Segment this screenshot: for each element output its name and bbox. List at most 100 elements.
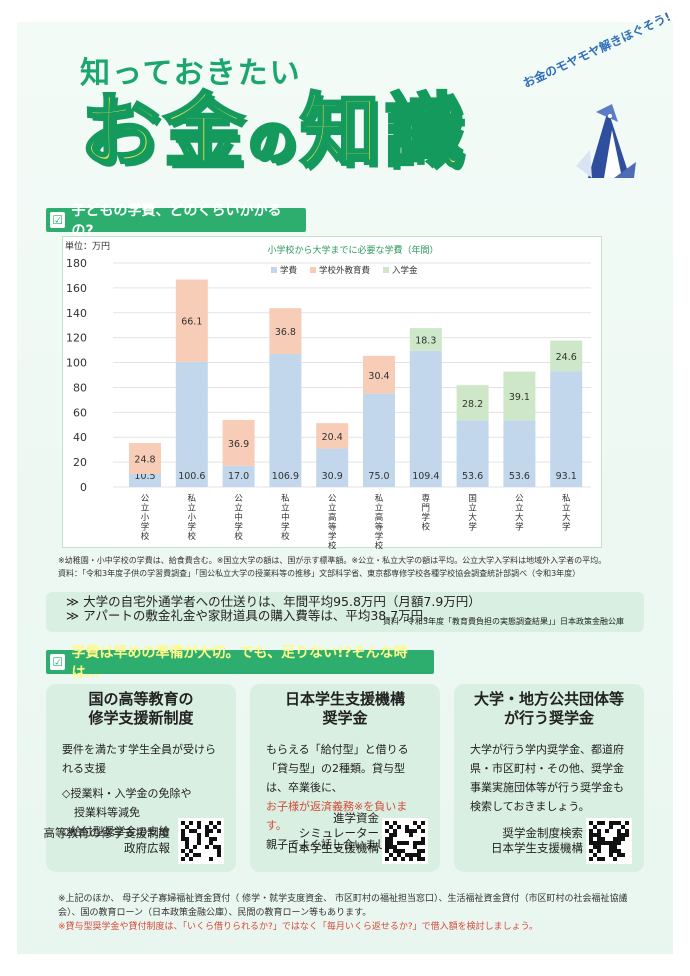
data-label: 53.6	[509, 471, 530, 482]
qr-code-icon[interactable]	[382, 818, 428, 864]
section-heading-cost: ☑ 子どもの学費、どのくらいかかるの?	[46, 203, 306, 239]
card-title: 国の高等教育の 修学支援新制度	[88, 690, 194, 727]
card-national-support: 国の高等教育の 修学支援新制度 要件を満たす学生全員が受けられる支援 ◇授業料・入…	[43, 684, 236, 872]
checkbox-icon: ☑	[50, 654, 66, 670]
category-label: 大	[468, 512, 477, 523]
category-label: 校	[422, 522, 431, 533]
y-tick-label: 20	[73, 456, 87, 469]
bar-segment	[409, 328, 442, 351]
bar-segment	[269, 353, 302, 487]
page-title: お金の知識	[79, 90, 468, 173]
category-label: 公	[328, 494, 337, 504]
category-label: 学	[562, 522, 571, 533]
data-label: 24.8	[134, 455, 155, 466]
data-label: 53.6	[462, 471, 483, 482]
title-part1: お金	[79, 85, 248, 178]
y-tick-label: 140	[66, 307, 87, 320]
bar-segment	[503, 420, 536, 487]
checkbox-icon: ☑	[50, 212, 66, 228]
category-label: 大	[562, 512, 571, 523]
category-label: 門	[422, 504, 431, 514]
bar-segment	[363, 393, 395, 487]
category-label: 中	[281, 512, 290, 523]
y-tick-label: 180	[66, 257, 87, 270]
section-heading-text: 学費は早めの準備が大切。でも、足りない!?そんな時は…	[71, 645, 408, 681]
bar-segment	[316, 423, 349, 449]
title-part2: 知識	[299, 85, 469, 178]
card-link-label[interactable]: 進学資金 シミュレーター 日本学生支援機構	[287, 811, 379, 855]
category-label: 立	[141, 503, 150, 514]
bar-segment	[363, 355, 395, 394]
y-tick-label: 60	[73, 406, 87, 419]
section-heading-prepare: ☑ 学費は早めの準備が大切。でも、足りない!?そんな時は…	[46, 645, 434, 681]
category-label: 立	[328, 503, 337, 514]
card-body: もらえる「給付型」と借りる「貸与型」の2種類。貸与型は、卒業後に、 お子様が返済…	[266, 743, 420, 851]
data-label: 10.5	[134, 471, 155, 482]
bar-segment	[550, 340, 583, 372]
bar-segment	[129, 473, 161, 487]
tuition-chart: 単位：万円 小学校から大学までに必要な学費（年間） 0 20 40 60 80 100 120 1…	[62, 236, 602, 550]
footnote: ※上記のほか、 母子父子寡婦福祉資金貸付（ 修学・就学支度資金、 市区町村の福祉…	[58, 892, 648, 934]
note-line-1: ※幼稚園・小中学校の学費は、給食費含む。※国立大学の額は、国が示す標準額。※公立…	[58, 556, 607, 565]
category-label: 立	[188, 503, 197, 514]
category-label: 校	[234, 531, 243, 542]
data-label: 39.1	[509, 392, 530, 403]
data-label: 66.1	[181, 317, 202, 328]
category-label: 中	[234, 512, 243, 523]
bar-segment	[316, 448, 349, 487]
section-heading-text: 子どもの学費、どのくらいかかるの?	[71, 203, 282, 239]
category-label: 学	[422, 512, 431, 523]
legend-label: 学校外教育費	[319, 265, 371, 276]
category-label: 学	[234, 522, 243, 533]
bar-segment	[503, 371, 536, 421]
category-label: 大	[515, 512, 524, 523]
penguin-mascot-icon	[576, 104, 636, 178]
data-label: 17.0	[228, 471, 249, 482]
legend-swatch	[310, 267, 316, 273]
category-label: 校	[375, 541, 384, 550]
card-local-scholarship: 大学・地方公共団体等 が行う奨学金 大学が行う学内奨学金、都道府県・市区町村・その…	[454, 684, 644, 872]
living-cost-info: ≫ 大学の自宅外通学者への仕送りは、年間平均95.8万円（月額7.9万円） ≫ …	[46, 592, 644, 632]
data-label: 20.4	[322, 432, 343, 443]
category-label: 等	[328, 522, 337, 533]
data-label: 30.4	[368, 371, 389, 382]
category-label: 私	[188, 494, 197, 504]
card-jasso-scholarship: 日本学生支援機構 奨学金 もらえる「給付型」と借りる「貸与型」の2種類。貸与型は、…	[250, 684, 440, 872]
y-tick-label: 100	[66, 357, 87, 370]
category-label: 高	[328, 512, 337, 523]
data-label: 28.2	[462, 399, 483, 410]
qr-code-icon[interactable]	[178, 818, 224, 864]
qr-code-icon[interactable]	[586, 818, 632, 864]
card-title: 大学・地方公共団体等 が行う奨学金	[473, 690, 624, 727]
data-label: 109.4	[412, 471, 439, 482]
card-link-label[interactable]: 高等教育の修学支援制度 政府広報	[43, 826, 171, 855]
category-label: 学	[281, 522, 290, 533]
data-label: 100.6	[178, 471, 205, 482]
legend-swatch	[383, 267, 389, 273]
footnote-line-2: ※貸与型奨学金や貸付制度は、「いくら借りられるか?」ではなく「毎月いくら返せるか…	[58, 922, 539, 932]
category-label: 小	[141, 512, 150, 523]
bar-segment	[175, 361, 208, 487]
bar-segment	[175, 279, 208, 362]
category-label: 学	[468, 522, 477, 533]
category-label: 立	[234, 503, 243, 514]
y-tick-label: 160	[66, 282, 87, 295]
bar-segment	[222, 465, 255, 487]
category-label: 学	[375, 531, 384, 542]
category-label: 校	[188, 531, 197, 542]
bar-segment	[456, 385, 489, 421]
category-label: 校	[328, 541, 337, 550]
data-label: 75.0	[368, 471, 389, 482]
card-body: 大学が行う学内奨学金、都道府県・市区町村・その他、奨学金事業実施団体等が行う奨学…	[470, 743, 624, 813]
legend-label: 入学金	[392, 265, 418, 276]
card-link-label[interactable]: 奨学金制度検索 日本学生支援機構	[491, 826, 583, 855]
category-label: 立	[562, 503, 571, 514]
data-label: 36.9	[228, 439, 249, 450]
bar-segment	[456, 420, 489, 487]
category-label: 高	[375, 512, 384, 523]
title-no: の	[246, 115, 301, 171]
category-label: 私	[281, 494, 290, 504]
data-label: 106.9	[272, 471, 299, 482]
category-label: 学	[515, 522, 524, 533]
y-tick-label: 40	[73, 431, 87, 444]
